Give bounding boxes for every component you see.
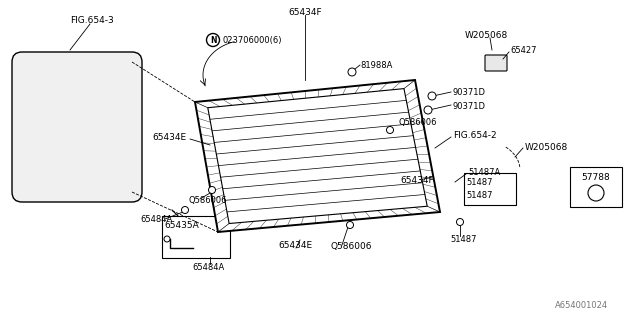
Text: W205068: W205068 xyxy=(525,142,568,151)
Circle shape xyxy=(207,34,220,46)
Text: 51487: 51487 xyxy=(466,178,493,187)
Text: FIG.654-2: FIG.654-2 xyxy=(453,131,497,140)
Circle shape xyxy=(182,206,189,213)
Text: Q586006: Q586006 xyxy=(188,196,227,204)
Text: 65427: 65427 xyxy=(510,45,536,54)
Circle shape xyxy=(424,106,432,114)
Text: FIG.654-3: FIG.654-3 xyxy=(70,15,114,25)
Circle shape xyxy=(164,236,170,242)
FancyBboxPatch shape xyxy=(485,55,507,71)
Text: 90371D: 90371D xyxy=(452,87,485,97)
Text: 51487: 51487 xyxy=(450,236,477,244)
Circle shape xyxy=(209,187,216,194)
Text: 65434F: 65434F xyxy=(400,175,434,185)
Text: W205068: W205068 xyxy=(465,30,508,39)
Bar xyxy=(464,173,516,205)
Text: 90371D: 90371D xyxy=(452,101,485,110)
Text: 65434E: 65434E xyxy=(278,242,312,251)
Text: 81988A: 81988A xyxy=(360,60,392,69)
Polygon shape xyxy=(195,80,440,232)
Text: Q586006: Q586006 xyxy=(398,117,436,126)
Text: 65484A: 65484A xyxy=(192,263,224,273)
FancyBboxPatch shape xyxy=(12,52,142,202)
Circle shape xyxy=(346,221,353,228)
Text: A654001024: A654001024 xyxy=(555,300,608,309)
Text: 57788: 57788 xyxy=(582,172,611,181)
Text: 023706000(6): 023706000(6) xyxy=(222,36,282,44)
Circle shape xyxy=(348,68,356,76)
Bar xyxy=(570,167,622,207)
Polygon shape xyxy=(208,89,428,223)
Circle shape xyxy=(588,185,604,201)
Bar xyxy=(162,216,230,258)
Circle shape xyxy=(428,92,436,100)
Text: 51487A: 51487A xyxy=(468,167,500,177)
Text: 65434E: 65434E xyxy=(152,132,186,141)
Text: 65435A: 65435A xyxy=(164,221,199,230)
Text: Q586006: Q586006 xyxy=(330,242,371,251)
Text: 65434F: 65434F xyxy=(288,7,322,17)
Circle shape xyxy=(387,126,394,133)
Text: N: N xyxy=(210,36,216,44)
Circle shape xyxy=(456,219,463,226)
Text: 51487: 51487 xyxy=(466,190,493,199)
Text: 65484A: 65484A xyxy=(140,215,172,225)
